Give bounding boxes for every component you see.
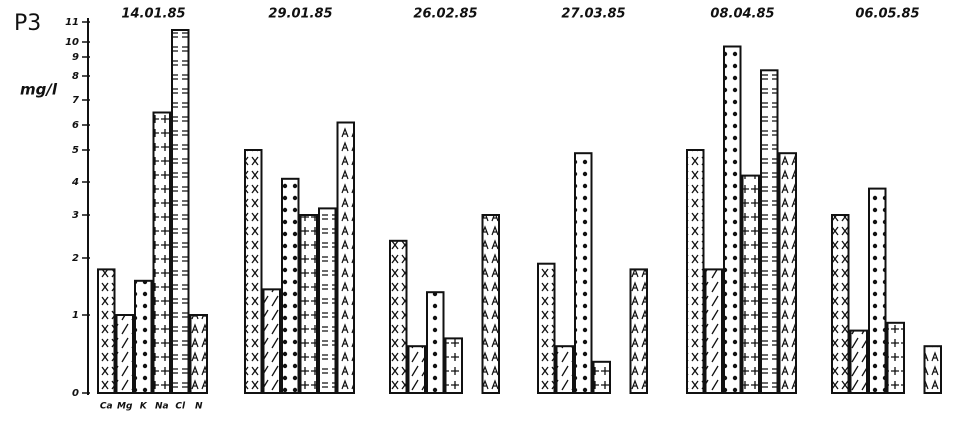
bar bbox=[557, 346, 574, 393]
legend-label: Mg bbox=[117, 402, 133, 412]
bar bbox=[594, 362, 611, 393]
bar bbox=[851, 331, 868, 393]
y-tick-label: 4 bbox=[71, 177, 79, 188]
bar bbox=[282, 179, 299, 393]
bar bbox=[390, 241, 407, 393]
legend-label: N bbox=[195, 402, 203, 412]
y-tick-label: 11 bbox=[65, 17, 79, 28]
bar bbox=[706, 269, 723, 393]
bar bbox=[925, 346, 942, 393]
bar bbox=[446, 338, 463, 393]
y-tick-label: 1 bbox=[72, 310, 79, 321]
y-axis-label: mg/l bbox=[20, 81, 58, 99]
bar bbox=[869, 189, 886, 393]
y-tick-label: 8 bbox=[72, 71, 79, 82]
bar bbox=[338, 123, 355, 394]
date-label: 29.01.85 bbox=[268, 7, 332, 22]
bar bbox=[135, 281, 152, 393]
y-tick-label: 7 bbox=[72, 95, 79, 106]
bar bbox=[483, 215, 500, 393]
bar bbox=[575, 153, 592, 393]
legend-label: Cl bbox=[175, 402, 186, 412]
bar bbox=[761, 70, 778, 393]
date-label: 14.01.85 bbox=[121, 7, 185, 22]
bar bbox=[631, 269, 648, 393]
legend-label: K bbox=[140, 402, 148, 412]
y-tick-label: 6 bbox=[72, 120, 79, 131]
bar bbox=[538, 264, 555, 393]
chart: P3 mg/l 0 1 2 3 4 5 6 7 8 9 10 11 14.01.85 29.01.85 26… bbox=[0, 0, 954, 423]
bar bbox=[191, 315, 208, 393]
bar bbox=[245, 150, 262, 393]
bar bbox=[301, 215, 318, 393]
bar bbox=[780, 153, 797, 393]
bar bbox=[154, 113, 171, 394]
date-label: 08.04.85 bbox=[710, 7, 774, 22]
bar bbox=[172, 30, 189, 393]
y-tick-label: 3 bbox=[72, 210, 79, 221]
chart-title: P3 bbox=[14, 11, 41, 36]
y-tick-label: 2 bbox=[72, 253, 79, 264]
y-tick-label: 5 bbox=[72, 145, 79, 156]
bar bbox=[117, 315, 134, 393]
date-label: 06.05.85 bbox=[855, 7, 919, 22]
bar bbox=[264, 289, 281, 393]
bar bbox=[832, 215, 849, 393]
y-tick-label: 10 bbox=[65, 37, 79, 48]
bar bbox=[319, 208, 336, 393]
bar bbox=[427, 292, 444, 393]
y-tick-label: 0 bbox=[72, 388, 79, 399]
bar bbox=[888, 323, 905, 393]
date-label: 26.02.85 bbox=[413, 7, 477, 22]
y-tick-label: 9 bbox=[72, 52, 79, 63]
bar bbox=[743, 176, 760, 393]
legend-label: Na bbox=[155, 402, 169, 412]
bar bbox=[687, 150, 704, 393]
bar bbox=[98, 269, 115, 393]
date-label: 27.03.85 bbox=[561, 7, 625, 22]
bar bbox=[724, 47, 741, 394]
legend-label: Ca bbox=[100, 402, 113, 412]
bar bbox=[409, 346, 426, 393]
